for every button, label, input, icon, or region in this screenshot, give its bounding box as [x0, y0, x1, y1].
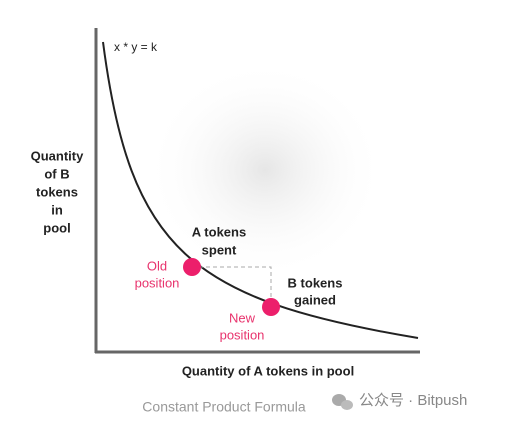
annotation: gained	[294, 292, 336, 307]
annotation: Old	[147, 258, 167, 273]
watermark-icon	[332, 394, 353, 410]
annotation: B tokens	[288, 275, 343, 290]
annotation: New	[229, 310, 256, 325]
y-axis-label-line: Quantity	[31, 148, 84, 163]
annotation: position	[135, 275, 180, 290]
y-axis-label: Quantity of B tokens in pool	[31, 148, 84, 235]
y-axis-label-line: pool	[43, 220, 70, 235]
annotation: A tokens	[192, 224, 246, 239]
y-axis-label-line: tokens	[36, 184, 78, 199]
dashed-guide	[192, 266, 272, 307]
formula: x * y = k	[114, 40, 158, 54]
annotation: position	[220, 327, 265, 342]
caption: Constant Product Formula	[142, 399, 306, 415]
annotation: spent	[202, 242, 237, 257]
y-axis-label-line: in	[51, 202, 63, 217]
y-axis-label-line: of B	[44, 166, 69, 181]
watermark: 公众号 · Bitpush	[359, 392, 467, 409]
new-point	[262, 298, 280, 316]
old-point	[183, 258, 201, 276]
x-axis-label: Quantity of A tokens in pool	[182, 363, 354, 378]
background-glow	[145, 60, 385, 280]
curve	[102, 41, 419, 339]
